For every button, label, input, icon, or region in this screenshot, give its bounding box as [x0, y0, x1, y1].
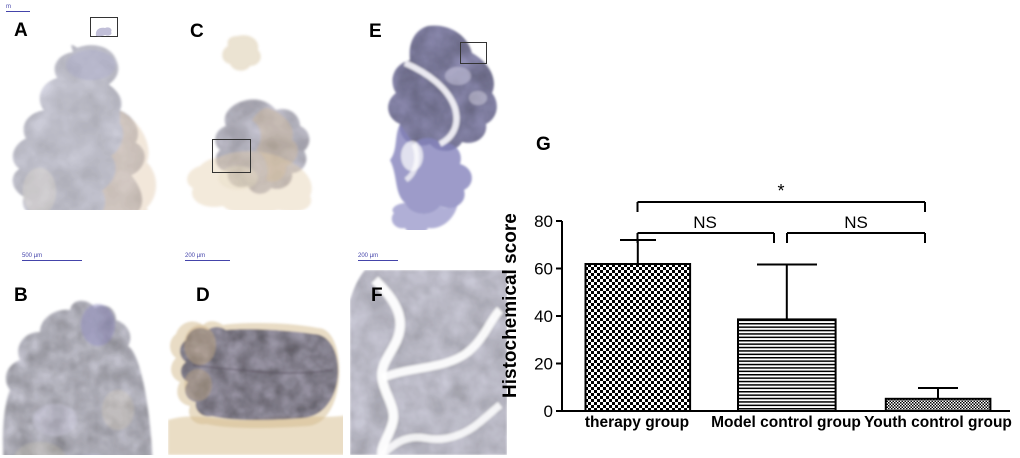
svg-text:*: * [777, 181, 784, 201]
svg-text:80: 80 [534, 212, 553, 231]
svg-text:NS: NS [844, 213, 868, 232]
svg-text:60: 60 [534, 260, 553, 279]
svg-text:20: 20 [534, 355, 553, 374]
svg-text:40: 40 [534, 307, 553, 326]
svg-text:Histochemical score: Histochemical score [500, 213, 521, 398]
svg-text:0: 0 [544, 402, 553, 421]
svg-text:therapy group: therapy group [585, 414, 689, 431]
svg-text:NS: NS [693, 213, 717, 232]
svg-text:Model control group: Model control group [711, 414, 861, 431]
svg-text:Youth control group: Youth control group [864, 414, 1012, 431]
